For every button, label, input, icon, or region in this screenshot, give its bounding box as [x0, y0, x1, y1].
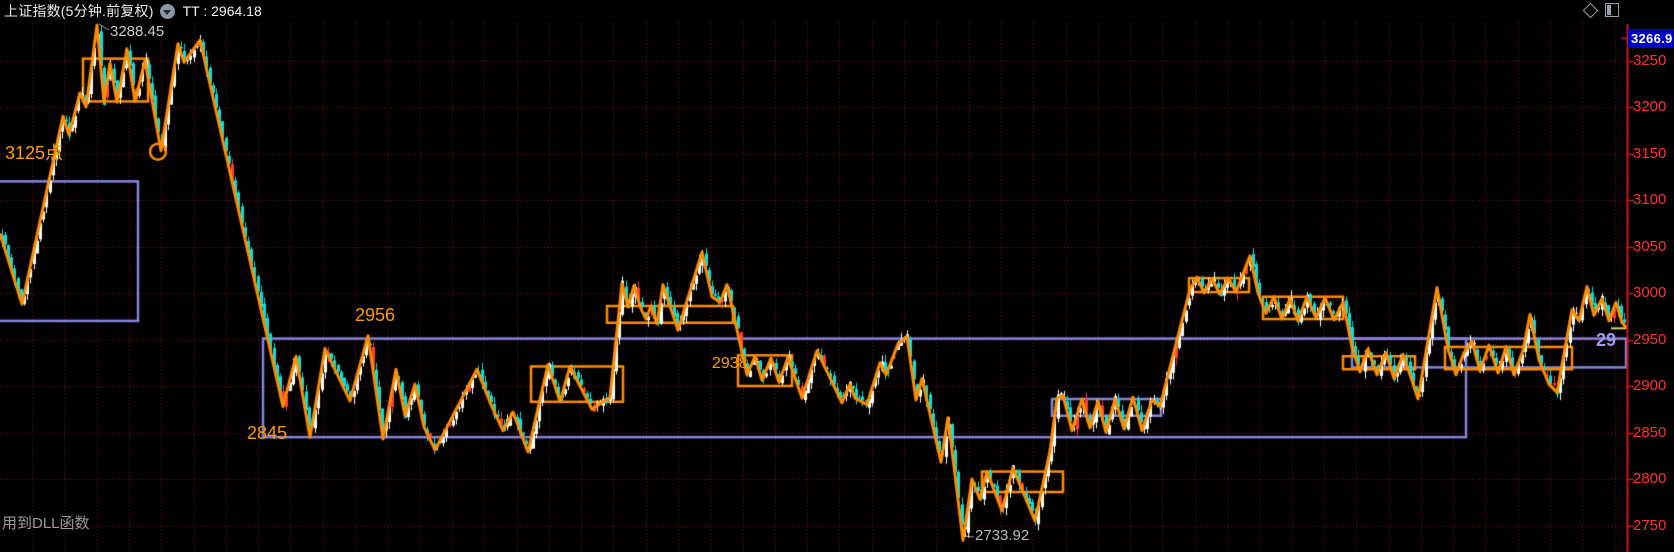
axis-tick-label: 2950 — [1633, 330, 1667, 348]
axis-tick-label: 3250 — [1633, 51, 1667, 69]
chevron-down-icon[interactable] — [159, 3, 175, 19]
window-controls — [1582, 2, 1619, 18]
annotation-range-top: 2956 — [355, 305, 396, 325]
axis-tick-label: 3050 — [1633, 237, 1667, 255]
panel-split-icon[interactable] — [1605, 3, 1619, 17]
chart-header: 上证指数(5分钟.前复权) TT : 2964.18 — [4, 1, 262, 21]
axis-tick-label: 3000 — [1633, 284, 1667, 301]
annotation-peak-high: 3288.45 — [110, 23, 165, 40]
axis-tick-label: 2900 — [1633, 377, 1667, 394]
annotation-range-bottom: 2845 — [247, 423, 288, 443]
axis-tick-label: 2750 — [1633, 516, 1667, 534]
axis-tick-label: 3200 — [1633, 98, 1667, 115]
annotation-period-low: 2733.92 — [975, 527, 1030, 544]
diamond-icon[interactable] — [1582, 2, 1599, 18]
chart-title[interactable]: 上证指数(5分钟.前复权) — [4, 3, 154, 19]
annotation-left-level: 3125点 — [5, 143, 64, 163]
price-highlight-badge: 3266.9 — [1628, 29, 1674, 48]
axis-tick-label: 2850 — [1633, 423, 1667, 441]
axis-tick-label: 2800 — [1633, 470, 1667, 487]
axis-tick-label: 3150 — [1633, 144, 1667, 162]
indicator-readout: TT : 2964.18 — [182, 3, 262, 19]
annotation-mid-level: 2938 — [712, 355, 748, 372]
footer-note: 用到DLL函数 — [2, 515, 90, 532]
axis-tick-label: 3100 — [1633, 191, 1667, 208]
annotation-right-level: 29 — [1596, 330, 1617, 350]
